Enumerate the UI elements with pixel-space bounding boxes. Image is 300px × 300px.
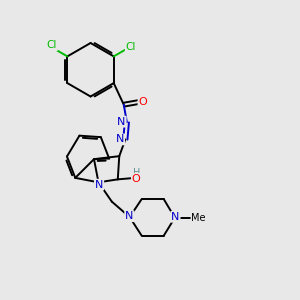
Text: Cl: Cl [126, 42, 136, 52]
Text: N: N [125, 211, 134, 221]
Text: N: N [117, 117, 126, 127]
Text: N: N [116, 134, 124, 144]
Text: Me: Me [191, 213, 206, 223]
Text: N: N [95, 180, 103, 190]
Text: Cl: Cl [46, 40, 57, 50]
Text: H: H [134, 167, 141, 178]
Text: O: O [132, 174, 141, 184]
Text: N: N [171, 212, 180, 222]
Text: O: O [139, 97, 147, 107]
